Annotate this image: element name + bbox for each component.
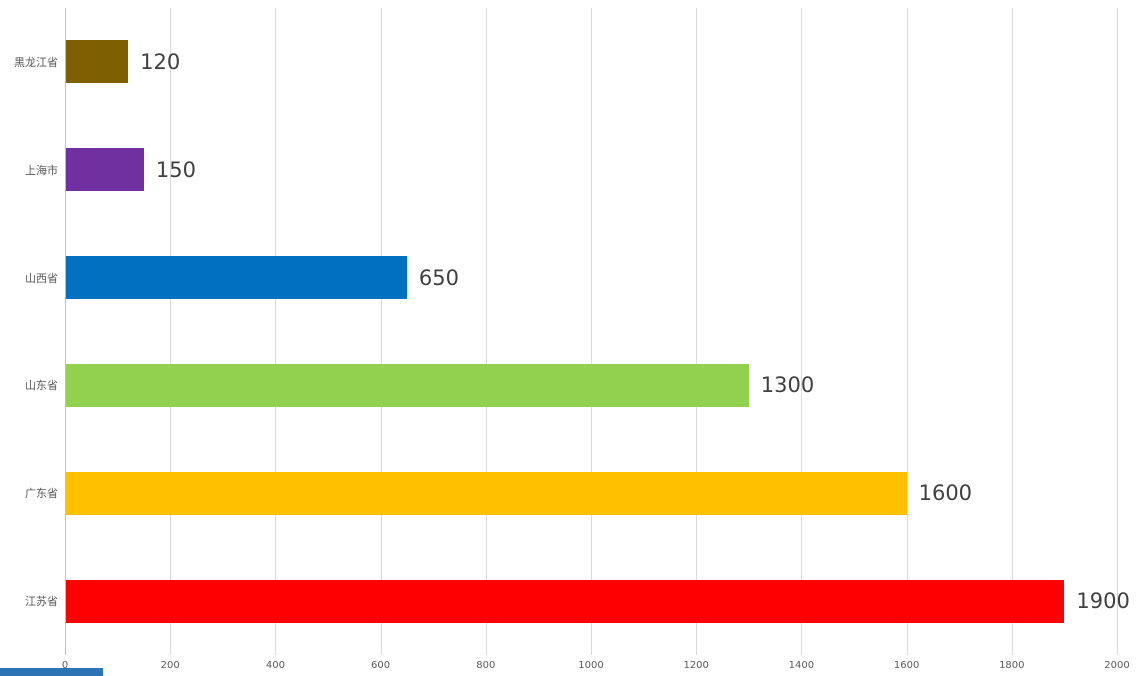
bar-value-label: 1900	[1076, 589, 1130, 614]
gridline	[591, 8, 592, 655]
gridline	[906, 8, 908, 655]
gridline	[380, 8, 382, 655]
gridline	[275, 8, 277, 655]
bar-山东省[interactable]	[65, 363, 749, 407]
y-axis-category-label: 山东省	[25, 379, 58, 393]
x-axis-tick-label: 1200	[683, 660, 709, 671]
x-axis-tick-label: 0	[61, 660, 69, 671]
gridline	[1117, 8, 1118, 655]
bottom-left-blue-strip	[0, 668, 103, 676]
bar-value-label: 1300	[760, 373, 815, 398]
bar-value-label: 1600	[918, 481, 973, 506]
y-axis-line	[65, 8, 66, 655]
gridline	[696, 8, 698, 655]
bar-value-label: 650	[418, 265, 459, 290]
bar-value-label: 150	[155, 157, 196, 182]
bar-广东省[interactable]	[65, 471, 907, 515]
x-axis-tick-label: 400	[265, 660, 285, 671]
gridline	[1011, 8, 1013, 655]
gridline	[485, 8, 487, 655]
bar-山西省[interactable]	[65, 256, 407, 300]
x-axis-tick-label: 1600	[893, 660, 920, 671]
x-axis-tick-label: 600	[371, 660, 391, 671]
x-axis-tick-label: 1400	[788, 660, 815, 671]
x-axis-tick-label: 800	[476, 660, 496, 671]
x-axis-tick-label: 200	[160, 660, 180, 671]
x-axis-tick-label: 2000	[1104, 660, 1130, 671]
y-axis-category-label: 江苏省	[25, 595, 58, 609]
bar-江苏省[interactable]	[65, 579, 1065, 623]
gridline	[801, 8, 803, 655]
gridline	[170, 8, 172, 655]
y-axis-category-label: 黑龙江省	[14, 55, 58, 69]
x-axis-tick-label: 1000	[578, 660, 604, 671]
bar-value-label: 120	[140, 49, 181, 74]
bar-黑龙江省[interactable]	[65, 40, 129, 84]
y-axis-category-label: 上海市	[25, 163, 58, 177]
bar-上海市[interactable]	[65, 148, 144, 192]
x-axis-tick-label: 1800	[999, 660, 1025, 671]
y-axis-category-label: 山西省	[25, 271, 58, 285]
y-axis-category-label: 广东省	[25, 487, 58, 501]
